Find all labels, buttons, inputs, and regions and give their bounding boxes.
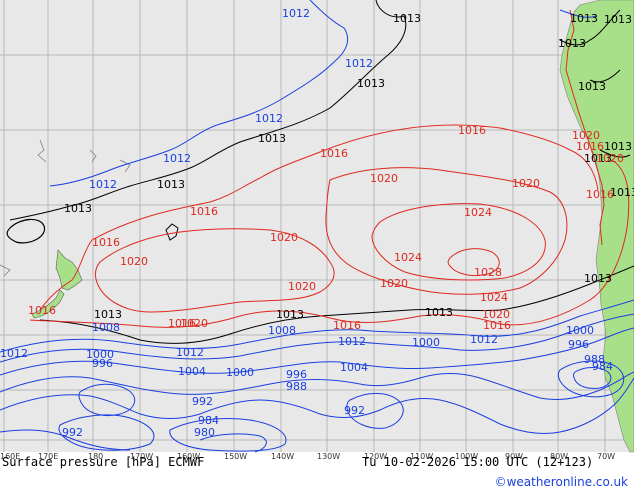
isobar-label: 1013 [578,80,606,93]
lon-tick: 110W [410,452,433,461]
lon-tick: 120W [364,452,387,461]
isobar-label: 1013 [604,13,632,26]
isobar-label: 1013 [425,306,453,319]
isobar-label: 1016 [483,319,511,332]
isobar-label: 1004 [340,361,368,374]
isobar-label: 1008 [92,321,120,334]
isobar-label: 1016 [190,205,218,218]
isobar-label: 992 [192,395,213,408]
isobars-high [29,124,630,328]
isobar-label: 1012 [345,57,373,70]
isobar-label: 996 [568,338,589,351]
isobar-label: 1012 [255,112,283,125]
lon-tick: 70W [597,452,615,461]
isobar-label: 1012 [176,346,204,359]
isobar-label: 1020 [596,152,624,165]
isobar-label: 1013 [558,37,586,50]
new-zealand-north-island [55,249,83,291]
isobar-label: 1024 [464,206,492,219]
south-america-andes-red [565,9,605,246]
isobar-label: 1013 [610,186,634,199]
isobar-label: 1013 [357,77,385,90]
isobar-label: 1028 [474,266,502,279]
isobar-label: 1016 [586,188,614,201]
isobar-label: 1016 [576,140,604,153]
isobar-label: 1020 [380,277,408,290]
isobars-north-blue [49,0,597,187]
lat-lon-grid [0,0,634,452]
isobars-1013 [9,0,634,344]
isobar-label: 996 [286,368,307,381]
isobar-label: 1012 [338,335,366,348]
isobar-label: 1020 [120,255,148,268]
isobar-label: 1012 [0,347,28,360]
black-outline-island [6,218,46,244]
isobar-label: 1020 [288,280,316,293]
isobar-label: 1013 [604,140,632,153]
isobar-label: 1013 [258,132,286,145]
isobar-label: 1016 [168,317,196,330]
isobar-label: 988 [584,353,605,366]
isobar-label: 1016 [320,147,348,160]
isobar-label: 1000 [86,348,114,361]
isobar-label: 1016 [28,304,56,317]
isobar-label: 1013 [584,272,612,285]
isobar-label: 1020 [482,308,510,321]
isobar-label: 992 [344,404,365,417]
lon-tick: 140W [271,452,294,461]
lon-tick: 170E [38,452,58,461]
isobar-label: 1016 [333,319,361,332]
isobar-label: 1000 [566,324,594,337]
map-title: Surface pressure [hPa] ECMWF [2,455,204,469]
isobar-label: 992 [62,426,83,439]
isobar-label: 1013 [570,12,598,25]
lon-tick: 130W [317,452,340,461]
lon-tick: 90W [505,452,523,461]
new-zealand-south-island [31,289,65,319]
isobar-label: 1000 [412,336,440,349]
lon-tick: 80W [550,452,568,461]
isobar-label: 988 [286,380,307,393]
isobar-labels: 1012 1013 1012 1013 1012 1013 1012 1013 … [0,7,634,439]
isobar-label: 1016 [458,124,486,137]
isobar-label: 1020 [572,129,600,142]
lon-tick: 160E [0,452,20,461]
isobar-label: 996 [92,357,113,370]
longitude-ticks: 160E 170E 180 170W 160W 150W 140W 130W 1… [0,452,615,461]
isobar-label: 1012 [89,178,117,191]
lon-tick: 170W [130,452,153,461]
coast-fragments [0,139,131,277]
isobar-label: 1013 [94,308,122,321]
isobar-label: 1012 [163,152,191,165]
lon-tick: 150W [224,452,247,461]
credit-link[interactable]: ©weatheronline.co.uk [495,475,628,489]
isobar-label: 1024 [480,291,508,304]
isobar-label: 1013 [64,202,92,215]
isobar-label: 1013 [276,308,304,321]
lon-tick: 160W [177,452,200,461]
lon-tick: 100W [455,452,478,461]
isobar-label: 980 [194,426,215,439]
isobar-label: 1012 [470,333,498,346]
isobars-low [0,299,634,453]
isobar-label: 1013 [157,178,185,191]
isobar-label: 1008 [268,324,296,337]
isobar-label: 1004 [178,365,206,378]
lon-tick: 180 [88,452,103,461]
isobar-label: 1024 [394,251,422,264]
isobar-label: 1013 [584,152,612,165]
ocean-background [0,0,634,452]
isobar-label: 1012 [282,7,310,20]
isobar-label: 984 [592,360,613,373]
isobar-label: 1016 [92,236,120,249]
isobar-label: 1020 [270,231,298,244]
isobar-label: 1020 [512,177,540,190]
isobar-label: 1020 [180,317,208,330]
isobar-label: 1020 [370,172,398,185]
isobar-label: 1013 [393,12,421,25]
valid-time: Tu 10-02-2026 15:00 UTC (12+123) [362,455,593,469]
isobar-label: 984 [198,414,219,427]
isobar-label: 1000 [226,366,254,379]
